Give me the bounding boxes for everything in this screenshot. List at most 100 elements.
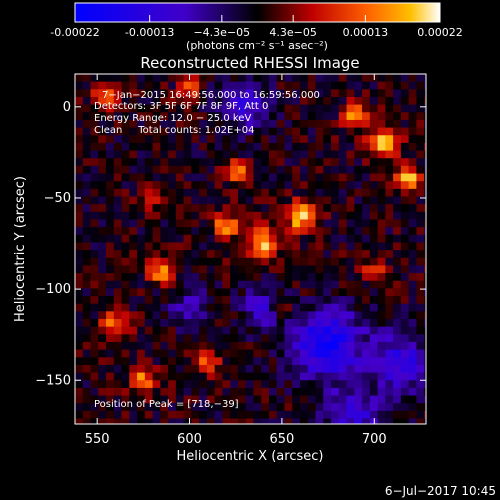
heatmap-cell (354, 227, 363, 236)
heatmap-cell (300, 227, 309, 236)
heatmap-cell (245, 372, 255, 381)
heatmap-cell (75, 265, 84, 274)
heatmap-cell (362, 410, 371, 420)
heatmap-cell (175, 380, 185, 389)
heatmap-cell (354, 395, 363, 404)
heatmap-cell (222, 158, 231, 167)
heatmap-cell (245, 242, 255, 251)
heatmap-cell (362, 112, 371, 121)
heatmap-cell (106, 211, 115, 221)
heatmap-cell (338, 74, 348, 83)
heatmap-cell (82, 150, 92, 159)
heatmap-cell (377, 418, 386, 424)
heatmap-cell (307, 303, 317, 312)
heatmap-cell (323, 227, 332, 236)
heatmap-cell (253, 326, 262, 335)
heatmap-cell (237, 288, 247, 297)
heatmap-cell (276, 142, 286, 152)
heatmap-cell (292, 181, 301, 190)
heatmap-cell (354, 403, 363, 412)
heatmap-cell (276, 127, 286, 136)
heatmap-cell (408, 387, 417, 397)
heatmap-cell (307, 89, 317, 98)
heatmap-cell (152, 211, 161, 221)
heatmap-cell (331, 127, 340, 136)
heatmap-cell (245, 303, 255, 312)
heatmap-cell (160, 142, 169, 152)
heatmap-cell (369, 181, 379, 190)
heatmap-cell (385, 173, 394, 182)
heatmap-cell (338, 273, 348, 282)
heatmap-cell (222, 395, 231, 404)
heatmap-cell (377, 280, 386, 289)
heatmap-cell (152, 89, 161, 98)
heatmap-cell (416, 319, 425, 328)
heatmap-cell (90, 165, 99, 175)
heatmap-cell (362, 196, 371, 205)
heatmap-cell (362, 296, 371, 305)
heatmap-cell (385, 250, 394, 259)
heatmap-cell (292, 326, 301, 335)
heatmap-cell (362, 158, 371, 167)
heatmap-cell (253, 96, 262, 106)
heatmap-cell (424, 395, 426, 404)
heatmap-cell (199, 142, 208, 152)
heatmap-cell (237, 380, 247, 389)
heatmap-cell (113, 96, 123, 106)
heatmap-cell (268, 319, 278, 328)
heatmap-cell (268, 119, 278, 129)
heatmap-cell (354, 303, 363, 312)
heatmap-cell (346, 165, 355, 175)
heatmap-cell (121, 142, 130, 152)
heatmap-cell (261, 96, 270, 106)
heatmap-cell (424, 204, 426, 213)
heatmap-cell (315, 372, 324, 381)
heatmap-cell (416, 89, 425, 98)
heatmap-cell (261, 196, 270, 205)
heatmap-cell (354, 219, 363, 228)
heatmap-cell (144, 127, 154, 136)
heatmap-cell (408, 395, 417, 404)
heatmap-cell (82, 227, 92, 236)
heatmap-cell (152, 150, 161, 159)
heatmap-cell (276, 319, 286, 328)
heatmap-cell (90, 395, 99, 404)
heatmap-cell (331, 387, 340, 397)
heatmap-cell (160, 395, 169, 404)
heatmap-cell (268, 372, 278, 381)
heatmap-cell (168, 142, 177, 152)
heatmap-cell (400, 395, 410, 404)
heatmap-cell (160, 204, 169, 213)
heatmap-cell (261, 119, 270, 129)
heatmap-cell (175, 150, 185, 159)
heatmap-cell (292, 219, 301, 228)
heatmap-cell (191, 74, 200, 83)
heatmap-cell (113, 227, 123, 236)
heatmap-cell (175, 119, 185, 129)
heatmap-cell (377, 234, 386, 244)
heatmap-cell (113, 341, 123, 351)
heatmap-cell (199, 364, 208, 374)
heatmap-cell (160, 334, 169, 343)
heatmap-cell (346, 380, 355, 389)
heatmap-cell (408, 89, 417, 98)
heatmap-cell (385, 74, 394, 83)
heatmap-cell (261, 372, 270, 381)
heatmap-cell (152, 319, 161, 328)
heatmap-cell (338, 89, 348, 98)
heatmap-cell (261, 127, 270, 136)
heatmap-cell (323, 211, 332, 221)
heatmap-cell (268, 150, 278, 159)
heatmap-cell (175, 387, 185, 397)
heatmap-cell (199, 127, 208, 136)
heatmap-cell (292, 96, 301, 106)
heatmap-cell (175, 188, 185, 198)
heatmap-cell (199, 257, 208, 267)
heatmap-cell (346, 142, 355, 152)
heatmap-cell (362, 357, 371, 366)
heatmap-cell (199, 242, 208, 251)
heatmap-cell (276, 211, 286, 221)
heatmap-cell (237, 150, 247, 159)
heatmap-cell (191, 296, 200, 305)
heatmap-cell (377, 188, 386, 198)
